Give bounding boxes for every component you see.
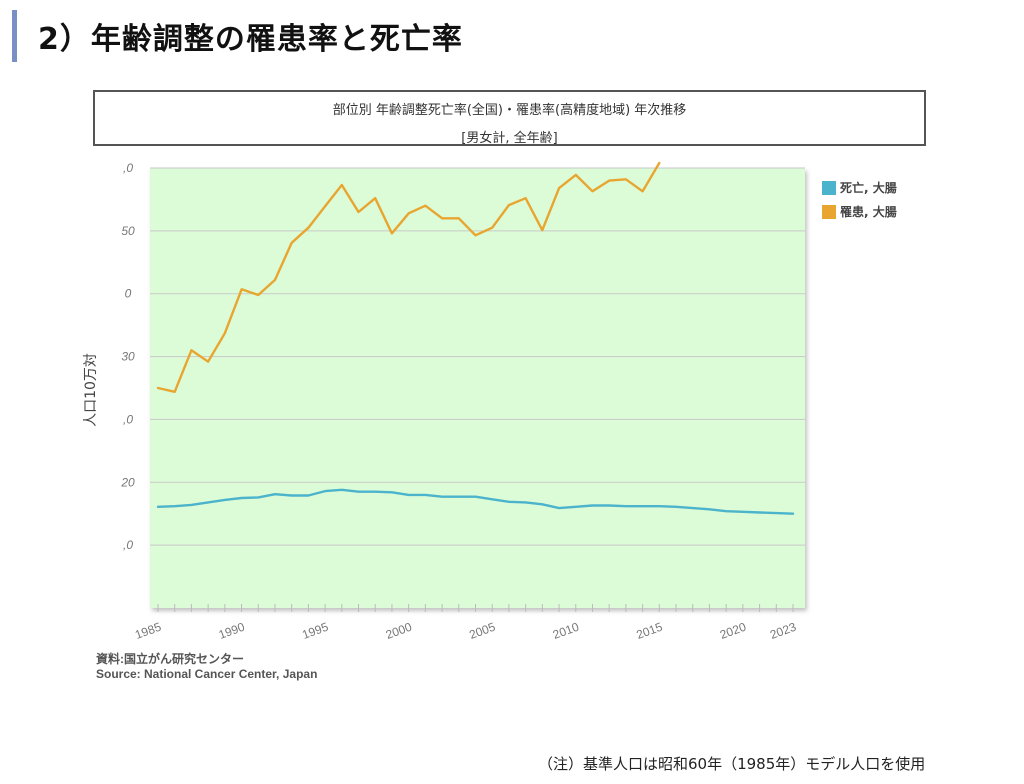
x-tick-label: 2010	[551, 620, 581, 642]
chart-subtitle: [男女計, 全年齢]	[461, 131, 558, 146]
footnote: （注）基準人口は昭和60年（1985年）モデル人口を使用	[538, 755, 926, 773]
chart-title: 部位別 年齢調整死亡率(全国)・罹患率(高精度地域) 年次推移	[332, 103, 687, 118]
legend-label: 罹患, 大腸	[840, 204, 897, 219]
y-tick-label: 20	[120, 475, 135, 489]
x-tick-label: 1995	[300, 620, 330, 642]
source-credit: 資料:国立がん研究センター Source: National Cancer Ce…	[96, 652, 317, 682]
x-tick-label: 2000	[384, 620, 414, 642]
y-tick-label: 50	[121, 224, 135, 238]
legend-swatch	[822, 205, 836, 219]
y-axis-label: 人口10万対	[83, 353, 99, 427]
series-line-1	[156, 161, 661, 393]
source-en: Source: National Cancer Center, Japan	[96, 667, 318, 681]
y-tick-label: ,0	[123, 538, 133, 552]
plot-area	[150, 168, 805, 608]
chart-title-box: 部位別 年齢調整死亡率(全国)・罹患率(高精度地域) 年次推移 [男女計, 全年…	[93, 90, 926, 146]
series-line-0	[156, 488, 795, 515]
x-tick-label: 1985	[133, 620, 163, 642]
y-tick-label: ,0	[123, 161, 133, 175]
x-tick-label: 2020	[718, 620, 748, 642]
heading-accent-bar	[12, 10, 17, 62]
x-axis-ticks: 1985 1990 1995 2000 2005 2010 2015 2020 2023	[133, 620, 798, 642]
y-tick-label: ,0	[123, 412, 133, 426]
y-axis-ticks: ,0 20 ,0 30 0 50 ,0	[120, 161, 135, 552]
x-tick-label: 2005	[467, 620, 497, 642]
x-tick-label: 1990	[217, 620, 247, 642]
legend-swatch	[822, 181, 836, 195]
series-layer	[156, 161, 795, 515]
x-tick-label: 2015	[634, 620, 664, 642]
legend-label: 死亡, 大腸	[840, 180, 897, 195]
source-jp: 資料:国立がん研究センター	[96, 652, 244, 666]
y-tick-label: 30	[121, 350, 135, 364]
y-tick-label: 0	[125, 287, 132, 301]
page-heading: 2）年齢調整の罹患率と死亡率	[38, 22, 463, 57]
x-tick-label: 2023	[768, 620, 798, 642]
